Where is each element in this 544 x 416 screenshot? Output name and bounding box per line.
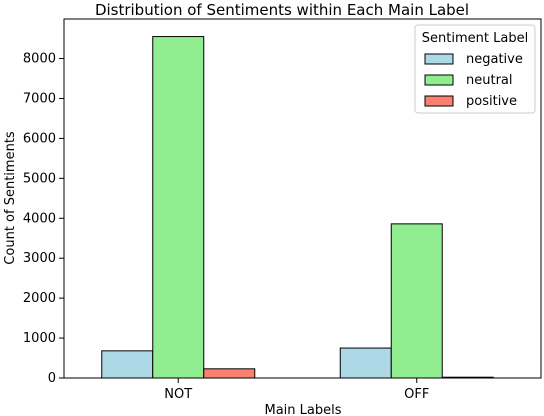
legend-frame — [414, 24, 536, 114]
y-tick-label: 0 — [48, 371, 56, 386]
x-axis-title: Main Labels — [264, 403, 341, 416]
legend-label-neutral: neutral — [466, 73, 513, 88]
chart-title: Distribution of Sentiments within Each M… — [95, 1, 469, 19]
bar-neutral-not — [152, 36, 205, 379]
legend: Sentiment Label negative neutral positive — [414, 24, 536, 114]
y-tick-label: 6000 — [23, 131, 56, 146]
y-axis-title: Count of Sentiments — [3, 131, 18, 265]
legend-items: negative neutral positive — [424, 52, 523, 109]
y-tick-label: 8000 — [23, 52, 56, 67]
legend-swatch-neutral — [424, 74, 454, 86]
bar-positive-off — [441, 376, 494, 379]
y-tick-label: 4000 — [23, 211, 56, 226]
legend-label-negative: negative — [466, 52, 523, 67]
bar-negative-off — [339, 347, 392, 379]
y-tick-label: 1000 — [23, 331, 56, 346]
bar-positive-not — [203, 368, 256, 379]
bar-negative-not — [101, 350, 154, 379]
plot-frame — [63, 18, 542, 379]
legend-swatch-negative — [424, 53, 454, 65]
legend-label-positive: positive — [466, 94, 517, 109]
y-tick-label: 5000 — [23, 171, 56, 186]
y-tick-label: 2000 — [23, 291, 56, 306]
legend-swatch-positive — [424, 95, 454, 107]
y-tick-label: 7000 — [23, 91, 56, 106]
x-tick-label-off: OFF — [404, 387, 429, 402]
bars-layer — [101, 36, 494, 379]
legend-title: Sentiment Label — [422, 31, 528, 46]
y-axis: 0 1000 2000 3000 4000 5000 6000 7000 8000 — [23, 52, 64, 386]
y-tick-label: 3000 — [23, 251, 56, 266]
bar-neutral-off — [390, 223, 443, 379]
x-tick-label-not: NOT — [164, 387, 192, 402]
x-axis: NOT OFF — [164, 378, 429, 402]
